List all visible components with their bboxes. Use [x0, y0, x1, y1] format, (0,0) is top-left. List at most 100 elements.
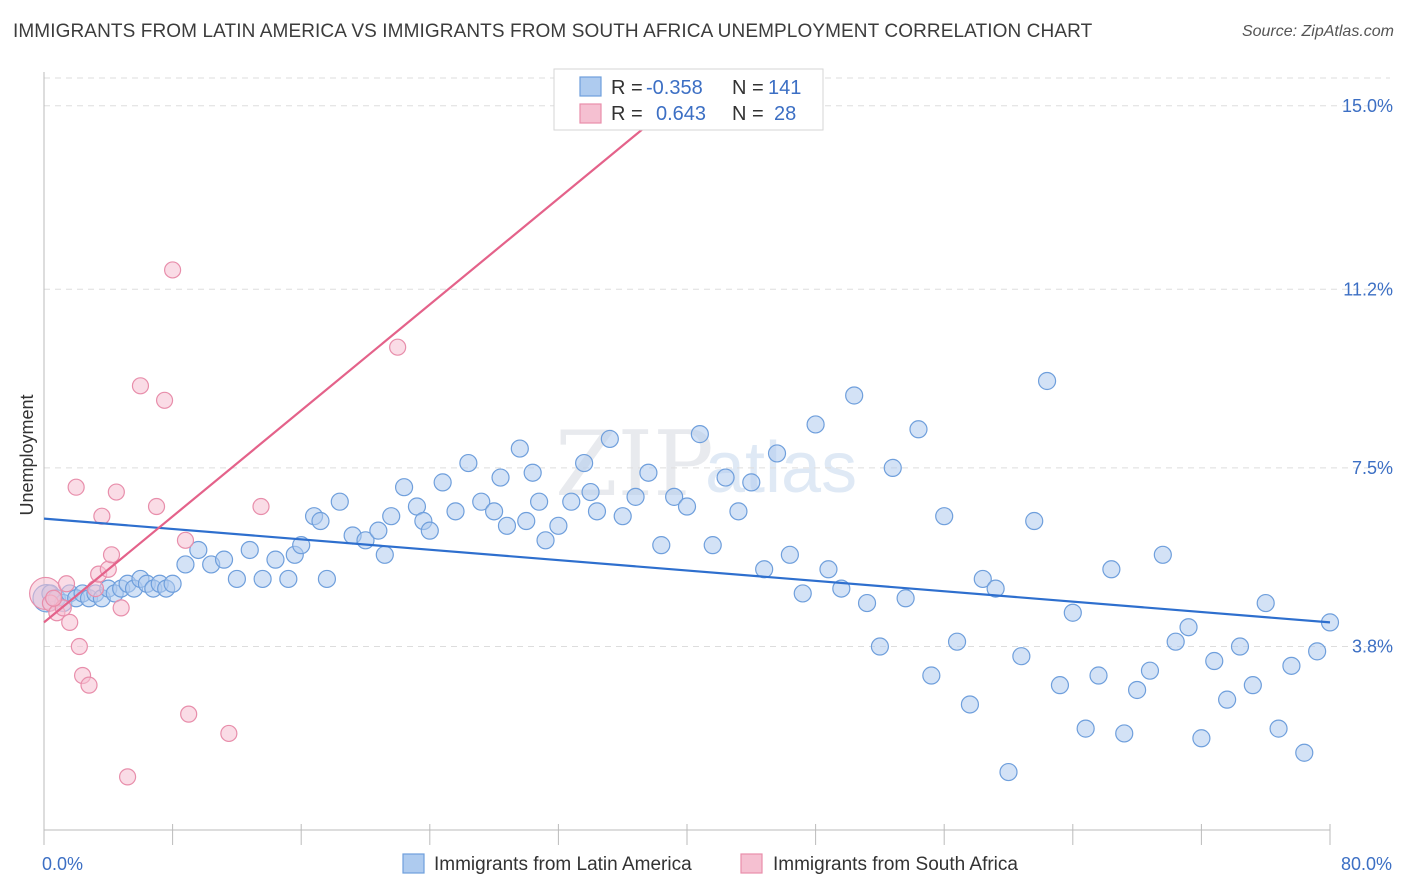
point-latin-america-83	[870, 637, 890, 656]
point-latin-america-100	[1089, 666, 1108, 685]
bottom-legend-label-pink: Immigrants from South Africa	[773, 854, 1018, 875]
grid-lines	[44, 77, 1390, 648]
point-south-africa-27	[57, 575, 76, 593]
point-latin-america-34	[317, 569, 337, 589]
point-south-africa-4	[61, 613, 79, 631]
point-latin-america-66	[652, 536, 671, 555]
point-south-africa-14	[107, 483, 125, 501]
point-latin-america-93	[999, 762, 1018, 782]
point-latin-america-76	[780, 545, 799, 564]
point-south-africa-21	[176, 531, 195, 549]
point-latin-america-49	[485, 502, 504, 521]
point-latin-america-24	[214, 550, 234, 569]
chart-title: IMMIGRANTS FROM LATIN AMERICA VS IMMIGRA…	[13, 21, 1093, 42]
point-latin-america-38	[369, 521, 388, 540]
point-latin-america-86	[909, 420, 928, 439]
point-latin-america-59	[575, 453, 594, 473]
point-latin-america-73	[742, 473, 761, 492]
legend-blue-r-value: -0.358	[646, 77, 703, 99]
point-latin-america-111	[1230, 637, 1250, 656]
point-latin-america-70	[703, 536, 722, 555]
point-latin-america-117	[1308, 642, 1327, 661]
legend-swatch-pink	[579, 103, 602, 124]
point-latin-america-62	[600, 429, 619, 449]
point-latin-america-78	[806, 415, 825, 434]
point-south-africa-19	[155, 391, 174, 409]
correlation-legend: R = -0.358 N = 141 R = 0.643 N = 28	[553, 68, 824, 131]
x-ticks	[43, 824, 1331, 845]
point-south-africa-17	[131, 377, 150, 395]
point-latin-america-40	[382, 507, 401, 526]
point-latin-america-72	[729, 502, 748, 521]
bottom-legend-label-blue: Immigrants from Latin America	[434, 854, 692, 875]
point-south-africa-23	[220, 724, 238, 743]
point-latin-america-104	[1140, 661, 1160, 680]
bottom-legend-swatch-blue	[402, 853, 425, 874]
legend-swatch-blue	[579, 76, 602, 97]
trend-lines	[43, 104, 1331, 624]
legend-pink-r-value: 0.643	[656, 103, 706, 125]
legend-blue-n-value: 141	[768, 77, 801, 99]
point-latin-america-58	[562, 492, 581, 511]
point-latin-america-109	[1205, 651, 1224, 671]
point-south-africa-15	[112, 599, 130, 617]
point-latin-america-102	[1115, 724, 1134, 743]
point-latin-america-98	[1063, 603, 1082, 622]
point-latin-america-92	[986, 579, 1005, 598]
point-south-africa-13	[102, 546, 121, 564]
point-latin-america-48	[472, 492, 491, 511]
point-latin-america-64	[626, 487, 645, 506]
x-tick-label-1: 80.0%	[1341, 854, 1392, 874]
point-latin-america-116	[1295, 743, 1314, 762]
point-latin-america-21	[176, 555, 195, 574]
legend-blue-n-label: N =	[732, 77, 764, 99]
point-south-africa-20	[164, 261, 182, 279]
point-latin-america-95	[1025, 511, 1044, 531]
point-latin-america-108	[1192, 729, 1211, 748]
point-latin-america-79	[819, 560, 838, 579]
point-latin-america-75	[767, 444, 787, 463]
y-tick-label-0: 3.8%	[1352, 637, 1393, 657]
point-latin-america-87	[922, 666, 941, 685]
bottom-legend-swatch-pink	[740, 853, 763, 874]
point-latin-america-69	[690, 425, 709, 444]
point-latin-america-89	[947, 632, 967, 651]
point-latin-america-44	[420, 521, 439, 540]
point-latin-america-52	[510, 439, 529, 458]
point-latin-america-113	[1256, 593, 1275, 613]
point-latin-america-94	[1012, 647, 1031, 666]
point-latin-america-103	[1127, 680, 1147, 700]
legend-pink-r-label: R =	[611, 103, 643, 125]
y-tick-label-3: 15.0%	[1342, 96, 1393, 116]
point-south-africa-6	[70, 637, 88, 656]
y-tick-label-1: 7.5%	[1352, 458, 1393, 478]
point-latin-america-39	[375, 545, 394, 564]
point-latin-america-96	[1037, 371, 1057, 391]
point-latin-america-50	[491, 468, 510, 487]
point-latin-america-57	[549, 516, 568, 535]
point-latin-america-88	[935, 507, 954, 526]
point-latin-america-115	[1282, 656, 1301, 675]
point-latin-america-81	[845, 386, 864, 405]
point-latin-america-71	[716, 468, 735, 487]
point-latin-america-27	[253, 569, 272, 589]
point-latin-america-106	[1166, 632, 1185, 651]
point-latin-america-54	[523, 463, 542, 482]
point-latin-america-47	[459, 453, 478, 473]
point-latin-america-20	[163, 574, 182, 593]
point-latin-america-114	[1269, 719, 1288, 738]
point-latin-america-77	[793, 584, 812, 603]
point-south-africa-24	[252, 497, 270, 516]
point-latin-america-67	[665, 487, 684, 506]
y-tick-labels: 3.8% 7.5% 11.2% 15.0%	[1342, 96, 1393, 657]
y-axis-title: Unemployment	[17, 394, 37, 515]
point-latin-america-101	[1102, 560, 1121, 579]
point-south-africa-25	[389, 338, 407, 356]
point-latin-america-63	[613, 507, 632, 526]
trend-line-latin-america	[43, 517, 1331, 624]
series-south-africa	[29, 261, 407, 786]
y-tick-label-2: 11.2%	[1343, 279, 1393, 299]
point-south-africa-5	[67, 478, 85, 496]
